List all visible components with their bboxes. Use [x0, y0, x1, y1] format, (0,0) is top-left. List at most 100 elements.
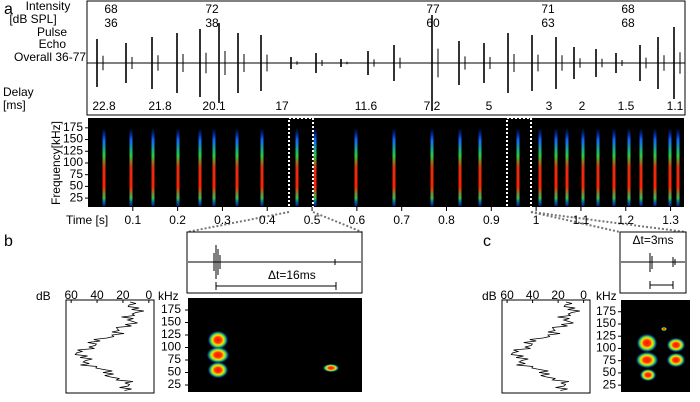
delta-t: Δt=16ms	[268, 268, 316, 282]
streak	[198, 128, 202, 206]
y-tick-label: 175	[161, 302, 181, 316]
streak	[458, 128, 462, 206]
zoom-box	[506, 117, 532, 213]
streak	[129, 128, 133, 206]
streak	[538, 128, 542, 206]
streak	[295, 128, 299, 206]
x-axis-label: Time [s]	[66, 213, 108, 227]
x-tick-label: 0.6	[349, 213, 366, 227]
x-tick-label: 40	[90, 288, 104, 302]
level-frame	[65, 299, 155, 394]
axis-label: kHz	[596, 289, 617, 303]
x-tick-label: 0.3	[214, 213, 231, 227]
pulse-intensity: 72	[205, 2, 219, 16]
spectral-blob	[207, 347, 229, 363]
spectral-blob	[208, 362, 228, 378]
x-tick-label: 1.1	[573, 213, 590, 227]
streak	[639, 128, 643, 206]
x-tick-label: 1	[533, 213, 540, 227]
delay-label: 22.8	[92, 99, 116, 113]
streak	[313, 128, 317, 206]
streak	[260, 128, 264, 206]
delta-t: Δt=3ms	[632, 233, 673, 247]
x-tick-label: 1.3	[662, 213, 679, 227]
y-axis-label: Frequency[kHz]	[49, 121, 63, 205]
pulse-intensity: 68	[621, 2, 635, 16]
streak	[668, 128, 672, 206]
delay-label: 21.8	[148, 99, 172, 113]
spectral-blob	[661, 327, 667, 331]
inset-waveform	[186, 231, 363, 294]
streak	[612, 128, 616, 206]
spectral-blob	[667, 353, 685, 367]
y-tick-label: 175	[63, 120, 83, 134]
streak	[676, 128, 680, 206]
y-tick-label: 50	[70, 179, 84, 193]
axis-label: kHz	[158, 289, 179, 303]
x-tick-label: 0	[145, 288, 152, 302]
row-label: Echo	[39, 37, 67, 51]
inset-wave	[213, 245, 337, 290]
y-tick-label: 125	[596, 328, 616, 342]
echo-intensity: 38	[205, 16, 219, 30]
x-tick-label: 60	[64, 288, 78, 302]
pulse-intensity: 71	[541, 2, 555, 16]
x-tick-label: 0.2	[169, 213, 186, 227]
zoom-lines	[186, 211, 687, 233]
pulse-intensity: 77	[426, 2, 440, 16]
streak	[151, 128, 155, 206]
y-tick-label: 25	[603, 377, 617, 391]
row-label: Overall 36-77	[14, 50, 86, 64]
y-tick-label: 100	[596, 341, 616, 355]
streak	[392, 128, 396, 206]
delay-label: 20.1	[202, 99, 226, 113]
panel-label: b	[4, 233, 13, 250]
waveform	[96, 15, 681, 111]
x-tick-label: 60	[500, 288, 514, 302]
row-label: [dB SPL]	[9, 12, 56, 26]
x-tick-label: 0.8	[438, 213, 455, 227]
x-tick-label: 0.4	[259, 213, 276, 227]
y-tick-label: 75	[70, 167, 84, 181]
x-tick-label: 1.2	[617, 213, 634, 227]
y-tick-label: 100	[63, 155, 83, 169]
delay-label: 1.1	[667, 99, 684, 113]
streak	[554, 128, 558, 206]
streak	[478, 128, 482, 206]
streak	[212, 128, 216, 206]
spectral-blob	[208, 331, 228, 349]
x-tick-label: 20	[551, 288, 565, 302]
axis-label: dB	[36, 289, 51, 303]
streak	[627, 128, 631, 206]
delay-label: 17	[275, 99, 289, 113]
y-tick-label: 25	[168, 377, 182, 391]
inset-waveform	[619, 231, 687, 294]
y-tick-label: 75	[603, 353, 617, 367]
x-tick-label: 0.7	[393, 213, 410, 227]
streak	[176, 128, 180, 206]
spectral-blob	[667, 338, 685, 352]
echo-intensity: 36	[104, 16, 118, 30]
streak	[581, 128, 585, 206]
delay-label: 2	[579, 99, 586, 113]
pulse-intensity: 68	[104, 2, 118, 16]
streak	[596, 128, 600, 206]
y-tick-label: 150	[596, 316, 616, 330]
streak	[354, 128, 358, 206]
panel-label: c	[483, 233, 491, 250]
spectral-blob	[640, 369, 656, 381]
row-label: Intensity	[26, 0, 71, 13]
delay-label: 5	[486, 99, 493, 113]
x-tick-label: 0.1	[124, 213, 141, 227]
spectral-blob	[636, 352, 658, 368]
y-tick-label: 125	[161, 327, 181, 341]
row-label: Delay	[3, 85, 34, 99]
axis-label: dB	[482, 289, 497, 303]
streak	[235, 128, 239, 206]
zoom-box	[288, 117, 314, 213]
row-label: Pulse	[37, 25, 67, 39]
streak	[516, 128, 520, 206]
delay-label: 7.2	[424, 99, 441, 113]
echo-intensity: 63	[541, 16, 555, 30]
